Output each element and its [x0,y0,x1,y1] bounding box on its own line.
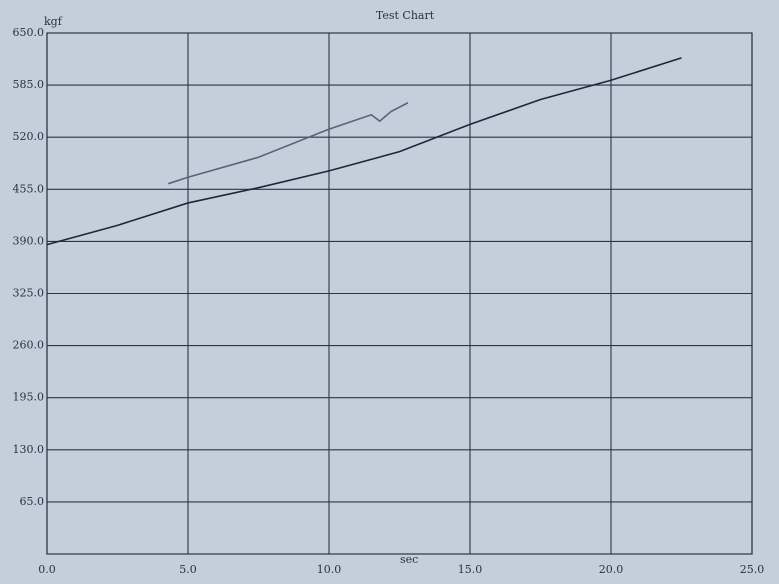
y-tick-label: 65.0 [20,495,45,508]
x-axis-label: sec [400,553,418,566]
x-tick-label: 20.0 [599,563,624,576]
y-tick-label: 195.0 [13,391,45,404]
y-axis-label: kgf [44,15,63,28]
chart-title: Test Chart [376,9,435,22]
data-line [168,102,409,185]
y-tick-label: 585.0 [13,78,45,91]
y-tick-label: 520.0 [13,130,45,143]
y-tick-label: 130.0 [13,443,45,456]
y-tick-label: 390.0 [13,234,45,247]
y-tick-label: 455.0 [13,182,45,195]
x-tick-label: 10.0 [317,563,342,576]
x-tick-label: 15.0 [458,563,483,576]
x-tick-label: 0.0 [38,563,56,576]
x-tick-label: 25.0 [740,563,765,576]
data-line [46,57,682,246]
x-tick-label: 5.0 [179,563,197,576]
y-tick-label: 650.0 [13,26,45,39]
y-tick-label: 260.0 [13,339,45,352]
y-tick-label: 325.0 [13,287,45,300]
